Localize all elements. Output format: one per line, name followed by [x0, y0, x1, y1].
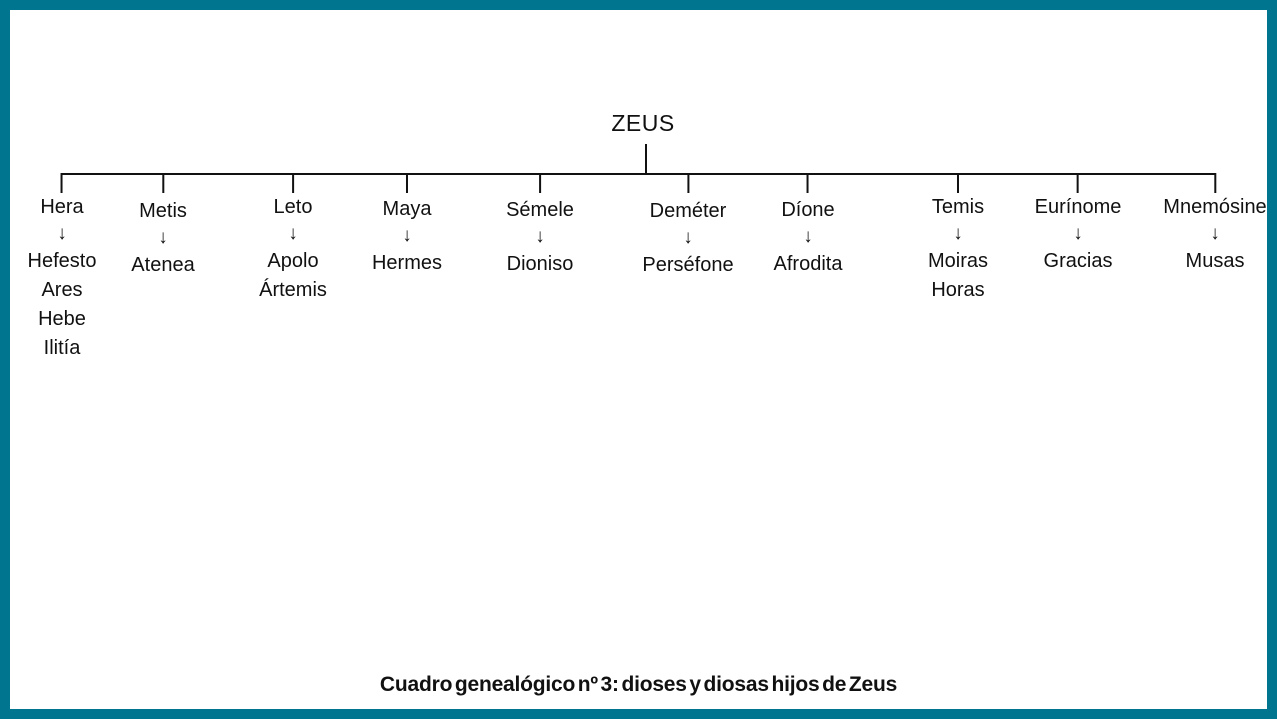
child-name: Afrodita — [773, 253, 843, 275]
children-list: Musas — [1186, 247, 1245, 276]
connector-tick — [405, 173, 408, 193]
branch-leto: Leto ↓ Apolo Ártemis — [259, 173, 327, 305]
mother-name: Eurínome — [1034, 196, 1122, 218]
child-name: Horas — [931, 279, 985, 301]
children-list: Hefesto Ares Hebe Ilitía — [28, 247, 97, 363]
mother-name: Díone — [781, 199, 835, 221]
branch-mnemosine: Mnemósine ↓ Musas — [1163, 173, 1267, 276]
root-node-zeus: ZEUS — [611, 110, 675, 136]
down-arrow-icon: ↓ — [288, 223, 298, 244]
branch-temis: Temis ↓ Moiras Horas — [928, 173, 988, 305]
child-name: Ártemis — [259, 279, 327, 301]
down-arrow-icon: ↓ — [158, 227, 168, 248]
mother-name: Metis — [139, 200, 187, 222]
down-arrow-icon: ↓ — [1210, 223, 1220, 244]
child-name: Perséfone — [642, 254, 734, 276]
child-name: Atenea — [131, 254, 195, 276]
mother-name: Mnemósine — [1163, 196, 1267, 218]
down-arrow-icon: ↓ — [953, 223, 963, 244]
down-arrow-icon: ↓ — [803, 226, 813, 247]
branch-demeter: Deméter ↓ Perséfone — [642, 173, 734, 280]
root-connector-line — [645, 144, 647, 174]
connector-tick — [686, 173, 689, 193]
mother-name: Hera — [40, 196, 84, 218]
mother-name: Sémele — [506, 199, 574, 221]
down-arrow-icon: ↓ — [402, 225, 412, 246]
children-list: Atenea — [131, 251, 194, 280]
connector-tick — [539, 173, 541, 193]
connector-tick — [807, 173, 809, 193]
children-list: Gracias — [1044, 247, 1113, 276]
children-list: Dioniso — [507, 250, 574, 279]
branch-metis: Metis ↓ Atenea — [131, 173, 195, 280]
connector-tick — [1213, 173, 1216, 193]
horizontal-rail-line — [62, 173, 1216, 175]
connector-tick — [161, 173, 164, 193]
branch-semele: Sémele ↓ Dioniso — [506, 173, 574, 279]
children-list: Moiras Horas — [928, 247, 988, 305]
down-arrow-icon: ↓ — [1073, 223, 1083, 244]
branch-dione: Díone ↓ Afrodita — [774, 173, 843, 279]
mother-name: Maya — [382, 198, 432, 220]
children-list: Perséfone — [642, 251, 733, 280]
branch-hera: Hera ↓ Hefesto Ares Hebe Ilitía — [28, 173, 97, 363]
mother-name: Deméter — [649, 200, 727, 222]
child-name: Ares — [41, 279, 83, 301]
mother-name: Temis — [931, 196, 985, 218]
child-name: Ilitía — [43, 337, 81, 359]
child-name: Hefesto — [27, 250, 97, 272]
down-arrow-icon: ↓ — [535, 226, 545, 247]
connector-tick — [956, 173, 959, 193]
child-name: Dioniso — [506, 253, 574, 275]
children-list: Afrodita — [774, 250, 843, 279]
child-name: Musas — [1185, 250, 1245, 272]
child-name: Apolo — [267, 250, 319, 272]
children-list: Hermes — [372, 249, 442, 278]
diagram-caption: Cuadro genealógico nº 3: dioses y diosas… — [379, 673, 898, 696]
down-arrow-icon: ↓ — [57, 223, 67, 244]
children-list: Apolo Ártemis — [259, 247, 327, 305]
connector-tick — [1077, 173, 1079, 193]
connector-tick — [61, 173, 63, 193]
child-name: Hermes — [371, 252, 443, 274]
child-name: Gracias — [1043, 250, 1113, 272]
connector-tick — [291, 173, 294, 193]
branch-maya: Maya ↓ Hermes — [372, 173, 442, 278]
child-name: Hebe — [38, 308, 86, 330]
down-arrow-icon: ↓ — [683, 227, 693, 248]
mother-name: Leto — [273, 196, 313, 218]
child-name: Moiras — [927, 250, 989, 272]
branch-eurinome: Eurínome ↓ Gracias — [1034, 173, 1122, 276]
